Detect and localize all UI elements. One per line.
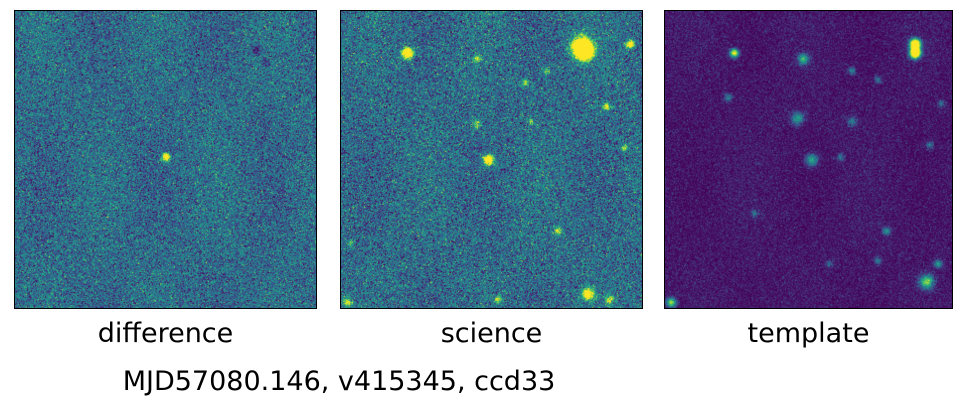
template-label: template	[747, 318, 870, 349]
template-image-panel	[664, 10, 953, 309]
difference-label: difference	[97, 318, 234, 349]
difference-image	[15, 11, 316, 308]
science-image-panel	[340, 10, 643, 309]
observation-caption: MJD57080.146, v415345, ccd33	[122, 366, 556, 397]
template-image	[665, 11, 952, 308]
difference-image-panel	[14, 10, 317, 309]
science-label: science	[440, 318, 543, 349]
science-image	[341, 11, 642, 308]
